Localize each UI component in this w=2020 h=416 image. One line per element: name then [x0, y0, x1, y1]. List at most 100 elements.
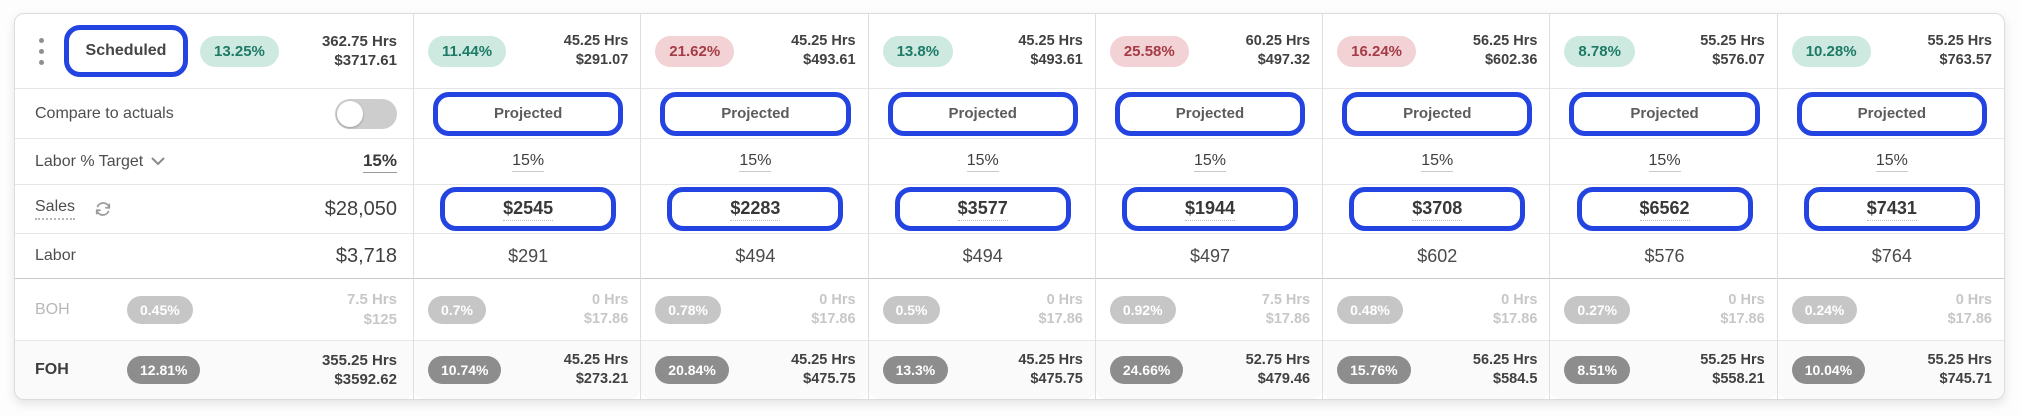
- day-column: 21.62% 45.25 Hrs $493.61 Projected 15% $…: [640, 14, 868, 399]
- day-sales-value[interactable]: $3708: [1412, 198, 1463, 221]
- day-foh-row: 15.76% 56.25 Hrs $584.5: [1323, 340, 1550, 399]
- day-target-value[interactable]: 15%: [1421, 152, 1454, 172]
- day-boh-row: 0.24% 0 Hrs $17.86: [1777, 278, 2004, 340]
- foh-pct-badge: 8.51%: [1564, 356, 1631, 384]
- boh-totals: 7.5 Hrs $125: [347, 290, 397, 329]
- projected-button[interactable]: Projected: [1175, 105, 1245, 122]
- sales-sync-icon[interactable]: [93, 199, 113, 219]
- day-scheduled-totals: 55.25 Hrs $576.07: [1700, 32, 1765, 70]
- day-header-row: 13.8% 45.25 Hrs $493.61: [869, 14, 1095, 88]
- day-labor-row: $576: [1550, 233, 1777, 278]
- foh-hours: 355.25 Hrs: [321, 351, 397, 369]
- labor-target-row: Labor % Target 15%: [15, 138, 413, 184]
- boh-hours: 0 Hrs: [1501, 291, 1538, 308]
- boh-label: BOH: [35, 300, 70, 318]
- sales-highlight-ring: $6562: [1576, 187, 1753, 231]
- projected-button[interactable]: Projected: [1403, 105, 1472, 122]
- day-labor-value: $494: [962, 245, 1003, 266]
- labor-target-dropdown[interactable]: Labor % Target: [35, 153, 165, 171]
- day-hours: 56.25 Hrs: [1472, 33, 1538, 50]
- day-target-value[interactable]: 15%: [966, 152, 999, 172]
- day-boh-totals: 0 Hrs $17.86: [1948, 291, 1992, 329]
- day-header-row: 21.62% 45.25 Hrs $493.61: [641, 14, 867, 88]
- day-target-row: 15%: [414, 138, 641, 184]
- projected-highlight-ring: Projected: [1342, 91, 1533, 136]
- day-foh-row: 13.3% 45.25 Hrs $475.75: [868, 340, 1095, 399]
- day-sales-value[interactable]: $6562: [1639, 198, 1690, 221]
- day-target-value[interactable]: 15%: [1875, 152, 1908, 172]
- labor-pct-badge: 8.78%: [1564, 35, 1635, 67]
- foh-pct-badge: 15.76%: [1337, 356, 1411, 384]
- day-header-row: 10.28% 55.25 Hrs $763.57: [1778, 14, 2004, 88]
- day-boh-totals: 0 Hrs $17.86: [1720, 291, 1764, 329]
- chevron-down-icon: [151, 157, 165, 166]
- compare-to-actuals-toggle[interactable]: [335, 98, 397, 129]
- boh-pct-badge: 0.24%: [1791, 295, 1858, 324]
- day-column: 13.8% 45.25 Hrs $493.61 Projected 15% $3…: [867, 14, 1095, 399]
- foh-hours: 55.25 Hrs: [1700, 352, 1765, 369]
- foh-hours: 55.25 Hrs: [1927, 352, 1992, 369]
- projected-highlight-ring: Projected: [1114, 91, 1306, 136]
- day-scheduled-totals: 56.25 Hrs $602.36: [1473, 32, 1538, 70]
- foh-amount: $479.46: [1257, 371, 1311, 387]
- day-sales-value[interactable]: $7431: [1866, 198, 1917, 221]
- boh-amount: $125: [363, 310, 397, 328]
- projected-button[interactable]: Projected: [1630, 105, 1699, 122]
- labor-pct-badge: 16.24%: [1337, 35, 1416, 67]
- scheduled-hours: 362.75 Hrs: [321, 32, 397, 50]
- labor-target-value[interactable]: 15%: [362, 151, 397, 173]
- day-amount: $291.07: [575, 52, 629, 68]
- day-hours: 45.25 Hrs: [1018, 33, 1083, 50]
- foh-hours: 52.75 Hrs: [1245, 352, 1311, 369]
- day-target-value[interactable]: 15%: [739, 152, 772, 172]
- kebab-menu-icon[interactable]: [35, 34, 48, 69]
- day-target-value[interactable]: 15%: [1648, 152, 1681, 172]
- projected-button[interactable]: Projected: [948, 105, 1017, 122]
- foh-pct-badge: 12.81%: [127, 356, 201, 384]
- sales-total-value: $28,050: [324, 197, 397, 220]
- foh-amount: $584.5: [1493, 371, 1538, 387]
- day-target-value[interactable]: 15%: [512, 152, 545, 172]
- scheduled-amount: $3717.61: [334, 52, 397, 69]
- projected-highlight-ring: Projected: [887, 91, 1078, 136]
- boh-pct-badge: 0.48%: [1337, 295, 1403, 324]
- day-foh-row: 10.74% 45.25 Hrs $273.21: [414, 340, 641, 399]
- foh-pct-badge: 20.84%: [655, 356, 729, 384]
- day-target-value[interactable]: 15%: [1193, 152, 1226, 172]
- scheduled-button[interactable]: Scheduled: [70, 42, 183, 60]
- projected-button[interactable]: Projected: [721, 105, 790, 122]
- projected-highlight-ring: Projected: [1569, 91, 1760, 136]
- boh-hours: 7.5 Hrs: [346, 291, 397, 308]
- boh-hours: 0 Hrs: [819, 291, 856, 308]
- day-target-row: 15%: [868, 138, 1095, 184]
- day-labor-value: $497: [1189, 245, 1230, 266]
- projected-button[interactable]: Projected: [1857, 105, 1926, 122]
- foh-amount: $558.21: [1712, 371, 1765, 387]
- day-column: 11.44% 45.25 Hrs $291.07 Projected 15% $…: [413, 14, 641, 399]
- day-sales-value[interactable]: $3577: [957, 198, 1008, 221]
- boh-pct-badge: 0.45%: [127, 295, 193, 324]
- sales-highlight-ring: $2283: [667, 187, 844, 231]
- toggle-knob: [337, 100, 363, 127]
- day-foh-totals: 55.25 Hrs $558.21: [1700, 351, 1765, 389]
- day-sales-value[interactable]: $1944: [1184, 198, 1236, 221]
- day-target-row: 15%: [1550, 138, 1777, 184]
- labor-total-value: $3,718: [335, 244, 397, 267]
- day-sales-value[interactable]: $2545: [503, 198, 554, 221]
- day-sales-row: $7431: [1777, 184, 2004, 233]
- day-sales-value[interactable]: $2283: [730, 198, 781, 221]
- summary-left-panel: Scheduled 13.25% 362.75 Hrs $3717.61 Com…: [15, 14, 413, 399]
- day-projected-row: Projected: [1323, 88, 1550, 138]
- projected-highlight-ring: Projected: [433, 91, 624, 136]
- projected-button[interactable]: Projected: [493, 105, 563, 122]
- day-amount: $576.07: [1712, 52, 1765, 68]
- boh-amount: $17.86: [1493, 310, 1538, 327]
- day-boh-totals: 0 Hrs $17.86: [1493, 291, 1537, 329]
- day-projected-row: Projected: [414, 88, 641, 138]
- foh-amount: $745.71: [1939, 371, 1992, 387]
- foh-amount: $475.75: [803, 371, 856, 387]
- foh-totals: 355.25 Hrs $3592.62: [322, 351, 397, 390]
- boh-pct-badge: 0.7%: [428, 295, 486, 324]
- day-labor-value: $764: [1871, 245, 1912, 266]
- boh-amount: $17.86: [811, 310, 856, 327]
